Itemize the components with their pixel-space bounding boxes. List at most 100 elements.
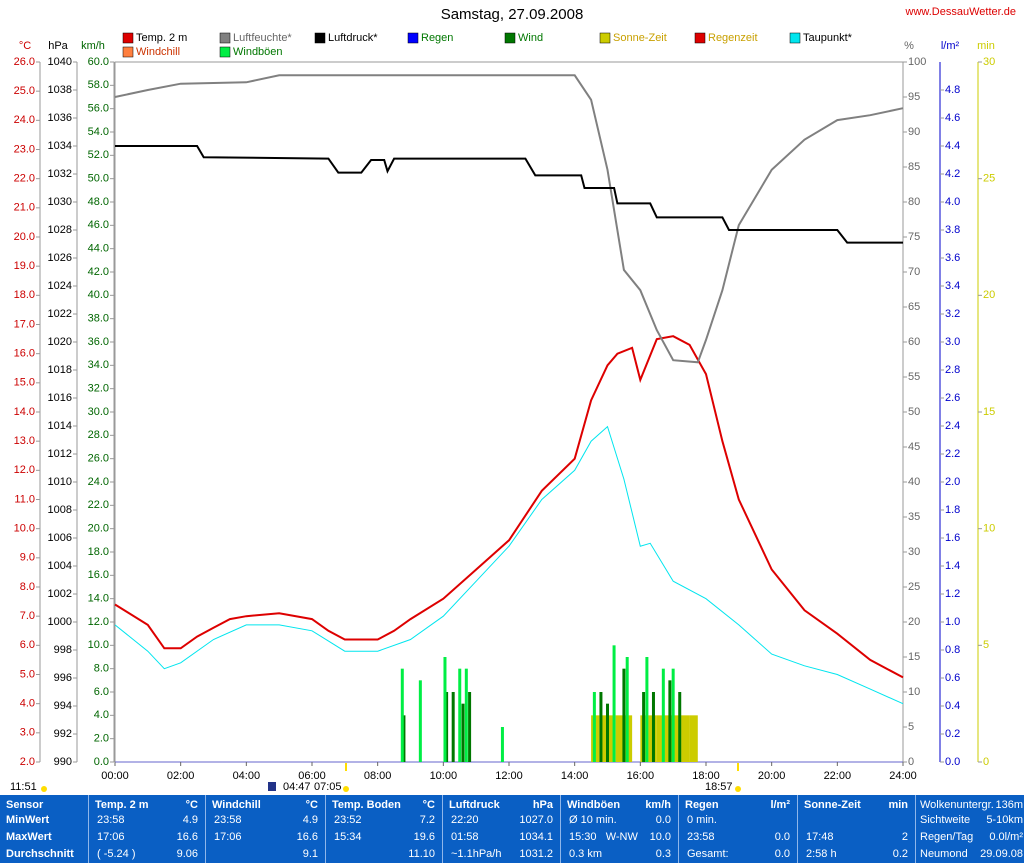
y-tick-label: 24.0 xyxy=(88,476,109,488)
y-tick-label: 0.8 xyxy=(945,644,960,656)
source: www.DessauWetter.de xyxy=(905,6,1016,18)
y-tick-label: 95 xyxy=(908,91,920,103)
table-column: Sonne-Zeit min 17:48 2 2:58 h 0.2 xyxy=(797,795,916,863)
moon-icon xyxy=(268,782,276,791)
table-cell: 0.0 xyxy=(774,848,790,860)
wind-bar xyxy=(625,657,629,762)
legend-swatch xyxy=(694,32,706,44)
y-tick-label: 30 xyxy=(983,56,995,68)
y-tick-label: 16.0 xyxy=(88,569,109,581)
y-tick-label: 40 xyxy=(908,476,920,488)
wind-bar xyxy=(464,668,468,762)
y-tick-label: 6.0 xyxy=(94,686,109,698)
legend-swatch xyxy=(789,32,801,44)
table-column: Temp. 2 m °C 23:58 4.9 17:06 16.6 ( -5.24 ) 9.0… xyxy=(88,795,206,863)
y-tick-label: 1024 xyxy=(48,280,72,292)
wind-bar xyxy=(400,668,404,762)
legend-label: Regen xyxy=(421,32,453,44)
y-tick-label: 0.4 xyxy=(945,700,960,712)
legend-label: Luftdruck* xyxy=(328,32,378,44)
y-tick-label: 1.8 xyxy=(945,504,960,516)
y-tick-label: 12.0 xyxy=(14,464,35,476)
legend-label: Luftfeuchte* xyxy=(233,32,292,44)
column-unit: °C xyxy=(422,799,435,811)
table-cell: 0.0 xyxy=(774,831,790,843)
annotation: 11:51 xyxy=(10,781,37,793)
table-cell: 1027.0 xyxy=(519,814,553,826)
sun-icon xyxy=(41,786,47,792)
y-tick-label: 42.0 xyxy=(88,266,109,278)
wind-bar xyxy=(599,692,603,762)
info-label: Neumond xyxy=(920,848,968,860)
y-tick-label: 1018 xyxy=(48,364,72,376)
x-tick-label: 08:00 xyxy=(364,770,392,782)
y-tick-label: 80 xyxy=(908,196,920,208)
table-cell: 15:30 W-NW xyxy=(569,831,638,843)
y-tick-label: 3.0 xyxy=(945,336,960,348)
y-tick-label: 32.0 xyxy=(88,383,109,395)
y-tick-label: 36.0 xyxy=(88,336,109,348)
axis-title: °C xyxy=(19,40,31,52)
y-tick-label: 23.0 xyxy=(14,143,35,155)
y-tick-label: 40.0 xyxy=(88,289,109,301)
y-tick-label: 21.0 xyxy=(14,202,35,214)
y-tick-label: 1014 xyxy=(48,420,72,432)
table-column: Windchill °C 23:58 4.9 17:06 16.6 9.1 xyxy=(205,795,326,863)
y-tick-label: 2.8 xyxy=(945,364,960,376)
wind-bar xyxy=(443,657,447,762)
legend-label: Temp. 2 m xyxy=(136,32,187,44)
sun-icon xyxy=(343,786,349,792)
axis-title: % xyxy=(904,40,914,52)
y-tick-label: 22.0 xyxy=(88,499,109,511)
y-tick-label: 14.0 xyxy=(88,593,109,605)
y-tick-label: 75 xyxy=(908,231,920,243)
y-tick-label: 0.6 xyxy=(945,672,960,684)
wind-bar xyxy=(461,703,465,762)
y-tick-label: 5 xyxy=(908,721,914,733)
wind-bar xyxy=(451,692,455,762)
column-unit: hPa xyxy=(532,799,553,811)
y-tick-label: 4.0 xyxy=(20,698,35,710)
table-cell: Gesamt: xyxy=(687,848,729,860)
table-cell: 0.3 xyxy=(655,848,671,860)
y-tick-label: 16.0 xyxy=(14,348,35,360)
y-tick-label: 20 xyxy=(908,616,920,628)
column-title: Luftdruck xyxy=(449,799,500,811)
column-unit: min xyxy=(888,799,908,811)
y-tick-label: 26.0 xyxy=(88,453,109,465)
y-tick-label: 30 xyxy=(908,546,920,558)
y-tick-label: 24.0 xyxy=(14,114,35,126)
wind-bar xyxy=(606,703,609,762)
table-column: Windböen km/h Ø 10 min. 0.0 15:30 W-NW 10.0 0.… xyxy=(560,795,679,863)
table-cell: 1034.1 xyxy=(519,831,553,843)
series-line xyxy=(114,425,904,705)
y-tick-label: 7.0 xyxy=(20,610,35,622)
legend-label: Windchill xyxy=(136,46,180,58)
y-tick-label: 2.0 xyxy=(945,476,960,488)
y-tick-label: 1002 xyxy=(48,588,72,600)
y-tick-label: 25 xyxy=(983,173,995,185)
y-tick-label: 3.6 xyxy=(945,252,960,264)
y-tick-label: 60.0 xyxy=(88,56,109,68)
y-tick-label: 14.0 xyxy=(14,406,35,418)
column-title: Temp. Boden xyxy=(332,799,401,811)
x-tick-label: 10:00 xyxy=(430,770,458,782)
info-label: Sichtweite xyxy=(920,814,971,826)
sun-bar xyxy=(681,715,690,762)
x-tick-label: 00:00 xyxy=(101,770,129,782)
legend-swatch xyxy=(219,46,231,58)
y-tick-label: 26.0 xyxy=(14,56,35,68)
y-tick-label: 48.0 xyxy=(88,196,109,208)
wind-bar xyxy=(622,668,626,762)
table-cell: 01:58 xyxy=(451,831,479,843)
x-tick-label: 20:00 xyxy=(758,770,786,782)
row-label: MinWert xyxy=(6,814,50,826)
table-cell: 16.6 xyxy=(176,831,198,843)
table-cell: 17:06 xyxy=(214,831,242,843)
y-tick-label: 15 xyxy=(908,651,920,663)
y-tick-label: 9.0 xyxy=(20,552,35,564)
column-title: Windchill xyxy=(212,799,261,811)
table-column: Sensor MinWert MaxWert Durchschnitt xyxy=(0,795,88,863)
y-tick-label: 0.0 xyxy=(945,756,960,768)
axis-title: hPa xyxy=(48,40,68,52)
